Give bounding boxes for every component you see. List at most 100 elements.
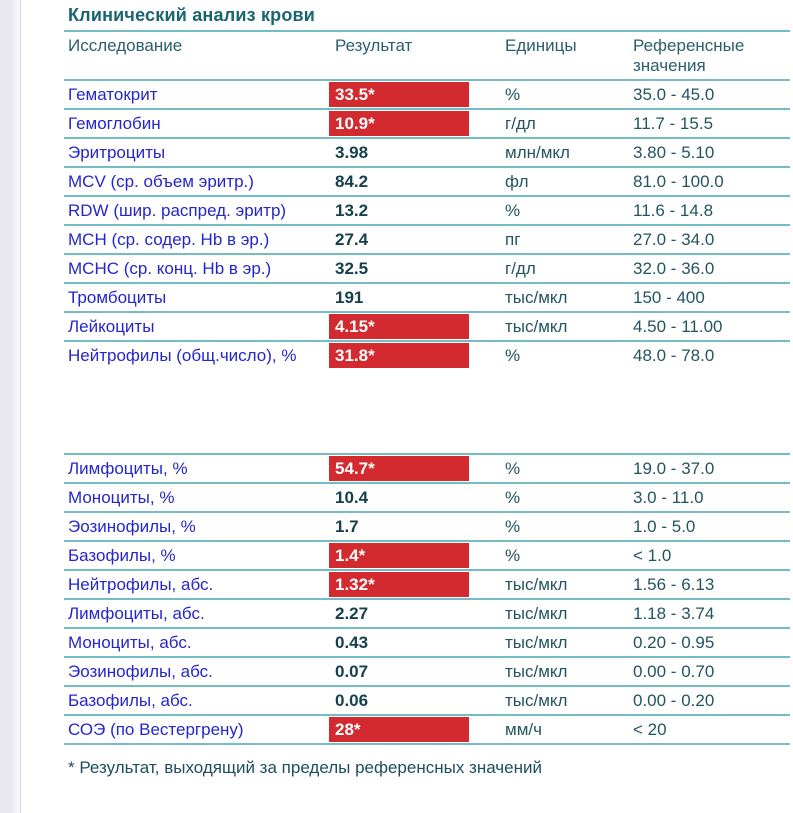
result-value: 3.98 <box>335 143 369 162</box>
column-header-test: Исследование <box>68 36 183 55</box>
table-row: Базофилы, абс. 0.06 тыс/мкл 0.00 - 0.20 <box>64 687 790 716</box>
result-value: 4.15* <box>329 314 469 339</box>
units: тыс/мкл <box>505 575 568 594</box>
table-row: Гемоглобин 10.9* г/дл 11.7 - 15.5 <box>64 110 790 139</box>
table-row: Нейтрофилы (общ.число), % 31.8* % 48.0 -… <box>64 342 790 369</box>
reference-range: < 20 <box>633 720 667 739</box>
result-value: 27.4 <box>335 230 369 249</box>
section-gap <box>64 369 790 453</box>
test-name: RDW (шир. распред. эритр) <box>68 201 287 220</box>
column-header-result: Результат <box>335 36 413 55</box>
test-name: Гематокрит <box>68 85 158 104</box>
result-value: 0.07 <box>335 662 369 681</box>
reference-range: 3.80 - 5.10 <box>633 143 715 162</box>
column-header-reference: Референсные значения <box>633 36 745 75</box>
table-row: Моноциты, % 10.4 % 3.0 - 11.0 <box>64 484 790 513</box>
test-name: Эозинофилы, абс. <box>68 662 213 681</box>
table-row: MCV (ср. объем эритр.) 84.2 фл 81.0 - 10… <box>64 168 790 197</box>
result-value: 54.7* <box>329 456 469 481</box>
result-value: 10.4 <box>335 488 369 507</box>
table-row: MCHC (ср. конц. Hb в эр.) 32.5 г/дл 32.0… <box>64 255 790 284</box>
result-value: 191 <box>335 288 364 307</box>
reference-range: 0.00 - 0.70 <box>633 662 715 681</box>
reference-range: 150 - 400 <box>633 288 705 307</box>
reference-range: 3.0 - 11.0 <box>633 488 704 507</box>
units: % <box>505 459 521 478</box>
reference-range: 35.0 - 45.0 <box>633 85 715 104</box>
units: мм/ч <box>505 720 542 739</box>
reference-range: 27.0 - 34.0 <box>633 230 715 249</box>
result-value: 33.5* <box>329 82 469 107</box>
units: % <box>505 488 521 507</box>
reference-range: 4.50 - 11.00 <box>633 317 723 336</box>
result-value: 28* <box>329 717 469 742</box>
test-name: Эритроциты <box>68 143 166 162</box>
page-title: Клинический анализ крови <box>68 5 316 25</box>
test-name: MCHC (ср. конц. Hb в эр.) <box>68 259 272 278</box>
reference-range: 1.0 - 5.0 <box>633 517 696 536</box>
result-value: 1.7 <box>335 517 359 536</box>
table-row: Нейтрофилы, абс. 1.32* тыс/мкл 1.56 - 6.… <box>64 571 790 600</box>
table-row: СОЭ (по Вестергрену) 28* мм/ч < 20 <box>64 716 790 745</box>
test-name: MCV (ср. объем эритр.) <box>68 172 254 191</box>
lab-report-page: Клинический анализ крови Исследование Ре… <box>22 0 793 813</box>
table-row: Базофилы, % 1.4* % < 1.0 <box>64 542 790 571</box>
table-header-row: Исследование Результат Единицы Референсн… <box>64 30 790 81</box>
test-name: Нейтрофилы (общ.число), % <box>68 346 297 365</box>
test-name: Гемоглобин <box>68 114 161 133</box>
test-name: Эозинофилы, % <box>68 517 196 536</box>
units: тыс/мкл <box>505 604 568 623</box>
result-value: 1.4* <box>329 543 469 568</box>
table-row: RDW (шир. распред. эритр) 13.2 % 11.6 - … <box>64 197 790 226</box>
table-row: Эозинофилы, % 1.7 % 1.0 - 5.0 <box>64 513 790 542</box>
reference-range: 81.0 - 100.0 <box>633 172 724 191</box>
reference-range: 48.0 - 78.0 <box>633 346 715 365</box>
test-name: Лимфоциты, % <box>68 459 188 478</box>
column-header-units: Единицы <box>505 36 577 55</box>
units: г/дл <box>505 114 536 133</box>
test-name: Тромбоциты <box>68 288 167 307</box>
result-value: 0.06 <box>335 691 369 710</box>
units: фл <box>505 172 529 191</box>
result-value: 2.27 <box>335 604 369 623</box>
reference-range: 32.0 - 36.0 <box>633 259 715 278</box>
units: % <box>505 85 521 104</box>
table-row: Лимфоциты, % 54.7* % 19.0 - 37.0 <box>64 455 790 484</box>
test-name: MCH (ср. содер. Hb в эр.) <box>68 230 270 249</box>
units: пг <box>505 230 521 249</box>
table-row: Эозинофилы, абс. 0.07 тыс/мкл 0.00 - 0.7… <box>64 658 790 687</box>
reference-range: 0.20 - 0.95 <box>633 633 715 652</box>
result-value: 1.32* <box>329 572 469 597</box>
result-value: 84.2 <box>335 172 369 191</box>
units: тыс/мкл <box>505 317 568 336</box>
units: % <box>505 546 521 565</box>
table-row: MCH (ср. содер. Hb в эр.) 27.4 пг 27.0 -… <box>64 226 790 255</box>
table-section-1: Гематокрит 33.5* % 35.0 - 45.0 Гемоглоби… <box>64 81 790 369</box>
table-row: Моноциты, абс. 0.43 тыс/мкл 0.20 - 0.95 <box>64 629 790 658</box>
test-name: Базофилы, % <box>68 546 176 565</box>
viewer-page-margin <box>0 0 21 813</box>
units: млн/мкл <box>505 143 570 162</box>
units: % <box>505 201 521 220</box>
reference-range: 11.7 - 15.5 <box>633 114 714 133</box>
units: тыс/мкл <box>505 662 568 681</box>
table-row: Тромбоциты 191 тыс/мкл 150 - 400 <box>64 284 790 313</box>
reference-range: 19.0 - 37.0 <box>633 459 715 478</box>
reference-range: 1.18 - 3.74 <box>633 604 715 623</box>
reference-range: 11.6 - 14.8 <box>633 201 714 220</box>
units: % <box>505 346 521 365</box>
test-name: Моноциты, % <box>68 488 175 507</box>
out-of-range-footnote: * Результат, выходящий за пределы рефере… <box>68 758 542 777</box>
reference-range: < 1.0 <box>633 546 672 565</box>
test-name: Базофилы, абс. <box>68 691 193 710</box>
table-row: Гематокрит 33.5* % 35.0 - 45.0 <box>64 81 790 110</box>
units: г/дл <box>505 259 536 278</box>
table-row: Эритроциты 3.98 млн/мкл 3.80 - 5.10 <box>64 139 790 168</box>
test-name: СОЭ (по Вестергрену) <box>68 720 244 739</box>
result-value: 32.5 <box>335 259 369 278</box>
result-value: 13.2 <box>335 201 369 220</box>
lab-results-table: Исследование Результат Единицы Референсн… <box>64 30 790 745</box>
table-section-2: Лимфоциты, % 54.7* % 19.0 - 37.0 Моноцит… <box>64 453 790 745</box>
test-name: Нейтрофилы, абс. <box>68 575 214 594</box>
units: тыс/мкл <box>505 633 568 652</box>
